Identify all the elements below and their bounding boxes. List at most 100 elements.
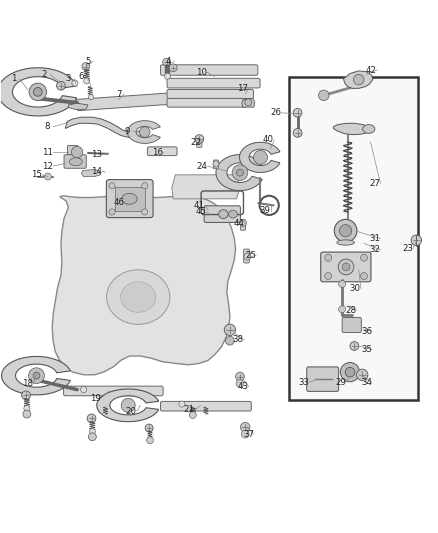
Text: 27: 27 [370,179,381,188]
Circle shape [360,272,367,280]
Text: 36: 36 [361,327,372,336]
FancyBboxPatch shape [197,139,202,147]
FancyBboxPatch shape [244,249,249,263]
Polygon shape [172,175,240,199]
Circle shape [339,306,346,313]
Ellipse shape [229,210,237,218]
Text: 15: 15 [31,171,42,179]
Circle shape [325,254,332,261]
Text: 32: 32 [369,245,380,254]
Text: 22: 22 [191,138,201,147]
Circle shape [224,324,236,335]
Ellipse shape [363,125,375,133]
Ellipse shape [69,158,82,166]
FancyBboxPatch shape [213,160,219,169]
Text: 33: 33 [299,378,310,387]
Circle shape [72,80,78,86]
Circle shape [87,414,96,423]
FancyBboxPatch shape [67,146,78,158]
Text: 45: 45 [195,207,206,216]
Circle shape [89,429,95,434]
Circle shape [189,411,196,418]
Text: 1: 1 [11,74,17,83]
Text: 7: 7 [116,90,121,99]
Circle shape [44,173,51,180]
Circle shape [339,280,346,287]
Circle shape [164,73,170,79]
Bar [115,187,145,211]
Circle shape [169,64,177,72]
Circle shape [29,83,46,101]
Ellipse shape [122,193,137,204]
Text: 25: 25 [245,251,256,260]
Circle shape [353,75,364,85]
Circle shape [360,254,367,261]
Text: 41: 41 [194,201,205,210]
Polygon shape [343,71,373,88]
FancyBboxPatch shape [160,401,251,411]
Text: 20: 20 [125,407,136,416]
FancyBboxPatch shape [106,180,153,217]
Text: 18: 18 [22,379,33,388]
Text: 14: 14 [91,167,102,176]
Circle shape [254,150,268,164]
Circle shape [345,367,355,377]
Text: 35: 35 [361,345,372,354]
FancyBboxPatch shape [167,90,254,99]
Text: 5: 5 [85,57,91,66]
Circle shape [340,362,360,382]
Circle shape [334,220,357,242]
Circle shape [121,398,135,413]
Circle shape [357,369,368,381]
Text: 40: 40 [263,135,274,144]
Text: 11: 11 [42,148,53,157]
Text: 4: 4 [166,57,172,66]
Polygon shape [240,142,280,173]
FancyBboxPatch shape [321,252,371,282]
FancyBboxPatch shape [64,386,163,395]
Text: 29: 29 [335,378,346,387]
Circle shape [57,82,65,90]
FancyBboxPatch shape [148,147,177,156]
Text: 44: 44 [234,219,245,228]
Circle shape [179,401,185,407]
Text: 30: 30 [350,284,361,293]
Circle shape [109,183,115,189]
Text: 16: 16 [152,149,163,157]
Text: 21: 21 [184,405,195,414]
Text: 12: 12 [42,161,53,171]
Polygon shape [97,389,159,422]
Circle shape [411,235,422,246]
Circle shape [232,165,248,181]
Circle shape [338,259,354,275]
Polygon shape [242,99,255,107]
Circle shape [142,183,148,189]
Circle shape [33,372,40,379]
Circle shape [71,147,83,158]
Text: 26: 26 [270,108,281,117]
Polygon shape [333,123,370,135]
Circle shape [350,342,359,350]
Circle shape [339,224,352,237]
FancyBboxPatch shape [342,318,361,333]
Circle shape [293,128,302,138]
Ellipse shape [337,240,354,245]
Circle shape [140,127,150,138]
Circle shape [24,405,30,411]
Circle shape [236,372,244,381]
Circle shape [325,272,332,280]
Circle shape [240,220,247,227]
Circle shape [244,253,251,260]
Polygon shape [127,120,160,143]
Text: 9: 9 [125,127,130,136]
Text: 34: 34 [361,378,372,387]
Circle shape [293,108,302,117]
Circle shape [84,78,90,84]
FancyBboxPatch shape [167,99,247,107]
Polygon shape [0,68,77,116]
Circle shape [142,209,148,215]
Polygon shape [52,196,236,375]
Text: 28: 28 [346,305,357,314]
Text: 23: 23 [402,244,413,253]
Text: 42: 42 [365,66,376,75]
